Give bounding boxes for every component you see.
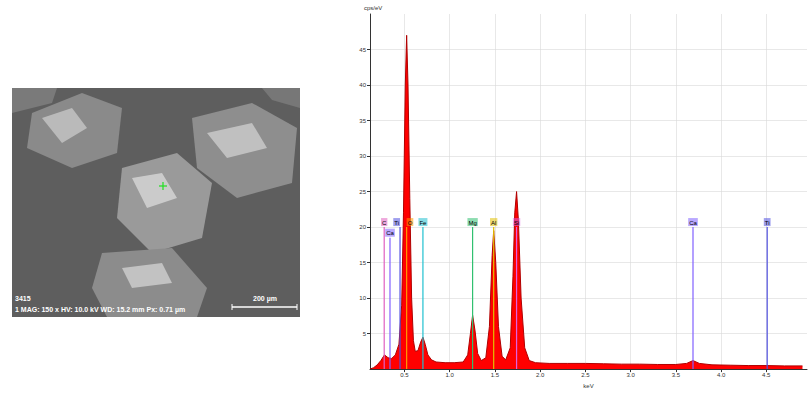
svg-text:20: 20	[359, 224, 366, 230]
svg-text:2.5: 2.5	[581, 372, 590, 378]
svg-text:3415: 3415	[15, 295, 31, 302]
svg-text:40: 40	[359, 82, 366, 88]
svg-text:2.0: 2.0	[536, 372, 545, 378]
svg-text:Ti: Ti	[765, 220, 770, 226]
svg-text:4.5: 4.5	[762, 372, 771, 378]
svg-text:Ti: Ti	[394, 220, 399, 226]
svg-text:15: 15	[359, 260, 366, 266]
svg-text:Al: Al	[491, 220, 496, 226]
svg-text:cps/eV: cps/eV	[364, 5, 382, 11]
svg-text:0.5: 0.5	[400, 372, 409, 378]
svg-text:keV: keV	[583, 383, 593, 389]
svg-text:35: 35	[359, 118, 366, 124]
svg-text:Ca: Ca	[689, 220, 697, 226]
svg-text:200 µm: 200 µm	[253, 295, 277, 303]
svg-text:25: 25	[359, 189, 366, 195]
svg-text:10: 10	[359, 295, 366, 301]
svg-text:45: 45	[359, 47, 366, 53]
svg-text:Ca: Ca	[386, 230, 394, 236]
svg-text:3.0: 3.0	[626, 372, 635, 378]
svg-text:5: 5	[363, 331, 367, 337]
svg-text:Fe: Fe	[419, 220, 427, 226]
svg-text:1 MAG: 150 x HV: 10.0 kV WD: 1: 1 MAG: 150 x HV: 10.0 kV WD: 15.2 mm Px:…	[15, 306, 185, 314]
svg-text:Si: Si	[514, 220, 519, 226]
svg-text:30: 30	[359, 153, 366, 159]
svg-text:Mg: Mg	[468, 220, 476, 226]
svg-text:4.0: 4.0	[717, 372, 726, 378]
svg-text:3.5: 3.5	[672, 372, 681, 378]
svg-text:C: C	[382, 220, 387, 226]
svg-text:1.5: 1.5	[491, 372, 500, 378]
svg-text:O: O	[408, 220, 413, 226]
svg-text:1.0: 1.0	[445, 372, 454, 378]
